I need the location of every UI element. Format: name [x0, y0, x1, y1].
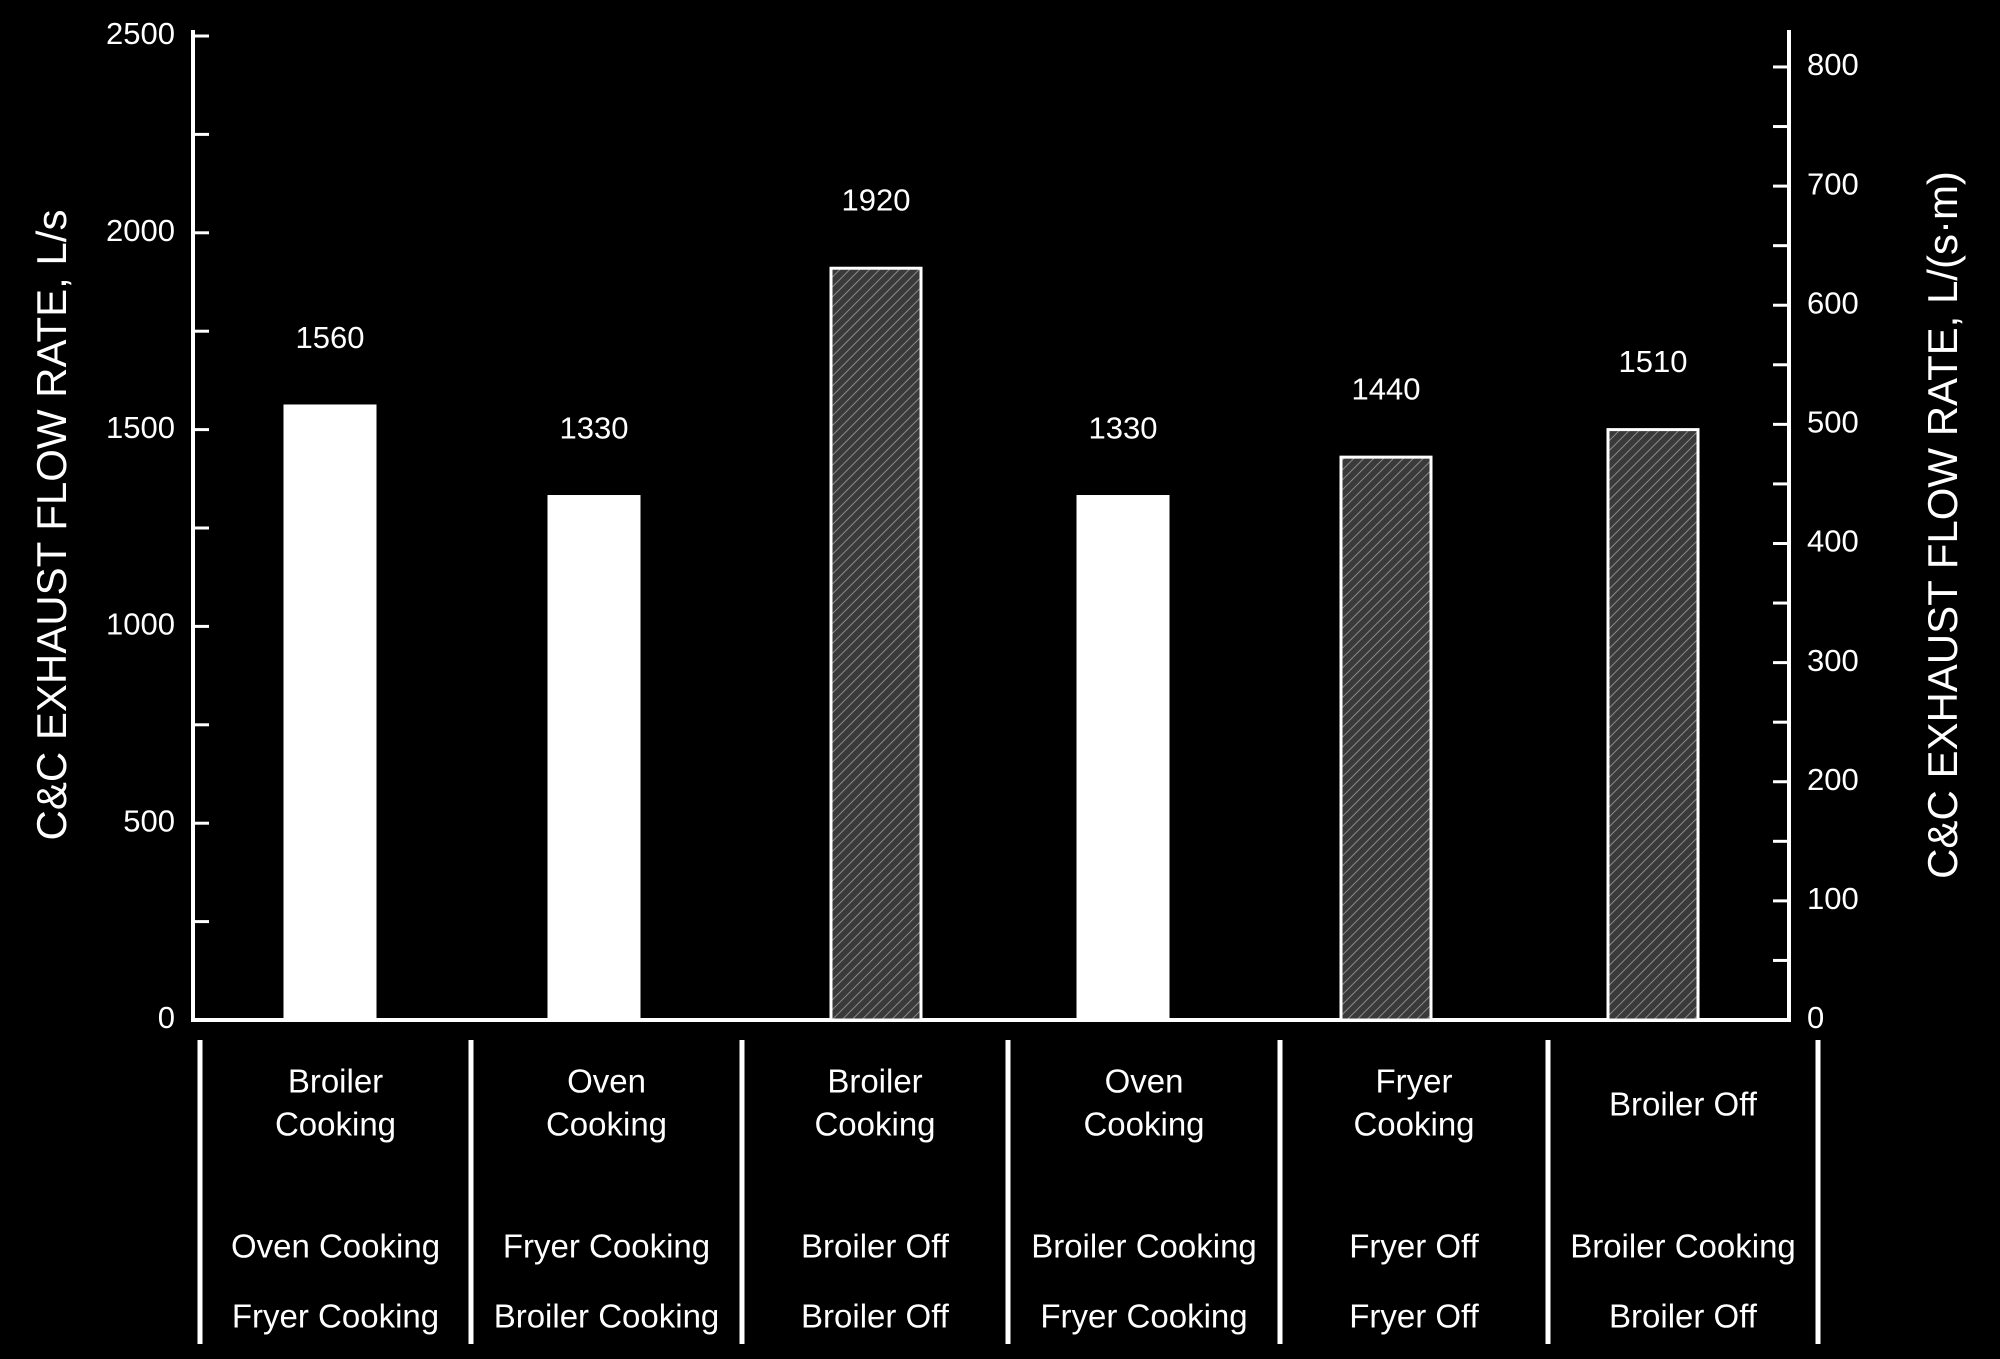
bar [829, 266, 923, 1022]
bar-value-label: 1330 [1089, 411, 1158, 446]
bar-value-label: 1920 [842, 182, 911, 217]
bar-value-label: 1440 [1352, 371, 1421, 406]
right-y-axis-label: C&C EXHAUST FLOW RATE, L/(s·m) [1919, 171, 1966, 879]
category-middle-label: Fryer Cooking [503, 1228, 710, 1265]
category-bottom-label: Broiler Cooking [494, 1298, 720, 1335]
bar [547, 495, 641, 1022]
left-tick-label: 500 [123, 803, 175, 838]
category-column: Fryer Cooking Fryer Off Fryer Off [1349, 1063, 1479, 1335]
category-top-label: Cooking [546, 1106, 667, 1143]
category-bottom-label: Fryer Cooking [1040, 1298, 1247, 1335]
left-y-ticks: 0 500 1000 1500 2000 2500 [106, 16, 209, 1035]
category-middle-label: Broiler Cooking [1570, 1228, 1796, 1265]
category-top-label: Cooking [814, 1106, 935, 1143]
right-tick-label: 200 [1807, 762, 1859, 797]
category-middle-label: Broiler Off [801, 1228, 950, 1265]
category-bottom-label: Fryer Cooking [232, 1298, 439, 1335]
category-middle-label: Fryer Off [1349, 1228, 1479, 1265]
category-bottom-label: Fryer Off [1349, 1298, 1479, 1335]
bar-value-label: 1510 [1619, 344, 1688, 379]
bars [283, 266, 1700, 1022]
right-tick-label: 600 [1807, 285, 1859, 320]
left-tick-label: 1000 [106, 607, 175, 642]
right-y-ticks: 0 100 200 300 400 500 600 700 800 [1773, 47, 1859, 1035]
right-tick-label: 700 [1807, 166, 1859, 201]
category-top-label: Fryer [1376, 1063, 1453, 1100]
category-column: Oven Cooking Fryer Cooking Broiler Cooking [494, 1063, 720, 1335]
bar [1339, 455, 1433, 1022]
right-tick-label: 500 [1807, 405, 1859, 440]
right-tick-label: 400 [1807, 524, 1859, 559]
category-column: Broiler Off Broiler Cooking Broiler Off [1570, 1086, 1796, 1335]
category-column: Broiler Cooking Broiler Off Broiler Off [801, 1063, 950, 1335]
left-tick-label: 2000 [106, 213, 175, 248]
right-tick-label: 0 [1807, 1000, 1824, 1035]
bar [283, 404, 377, 1022]
category-top-label: Cooking [1083, 1106, 1204, 1143]
category-top-label: Broiler [288, 1063, 383, 1100]
category-top-label: Cooking [275, 1106, 396, 1143]
left-y-axis-label: C&C EXHAUST FLOW RATE, L/s [28, 210, 75, 841]
right-tick-label: 100 [1807, 881, 1859, 916]
bar [1606, 428, 1700, 1022]
category-middle-label: Broiler Cooking [1031, 1228, 1257, 1265]
bar-value-labels: 1560 1330 1920 1330 1440 1510 [296, 182, 1688, 445]
category-column: Broiler Cooking Oven Cooking Fryer Cooking [231, 1063, 440, 1335]
right-tick-label: 800 [1807, 47, 1859, 82]
right-tick-label: 300 [1807, 643, 1859, 678]
bar-value-label: 1560 [296, 320, 365, 355]
category-top-label: Cooking [1353, 1106, 1474, 1143]
category-top-label: Oven [1105, 1063, 1184, 1100]
category-top-label: Broiler [827, 1063, 922, 1100]
left-tick-label: 1500 [106, 410, 175, 445]
category-bottom-label: Broiler Off [801, 1298, 950, 1335]
category-top-label: Oven [567, 1063, 646, 1100]
bar-value-label: 1330 [560, 411, 629, 446]
bar [1076, 495, 1170, 1022]
category-middle-label: Oven Cooking [231, 1228, 440, 1265]
category-top-label: Broiler Off [1609, 1086, 1758, 1123]
left-tick-label: 0 [158, 1000, 175, 1035]
category-column: Oven Cooking Broiler Cooking Fryer Cooking [1031, 1063, 1257, 1335]
category-bottom-label: Broiler Off [1609, 1298, 1758, 1335]
left-tick-label: 2500 [106, 16, 175, 51]
